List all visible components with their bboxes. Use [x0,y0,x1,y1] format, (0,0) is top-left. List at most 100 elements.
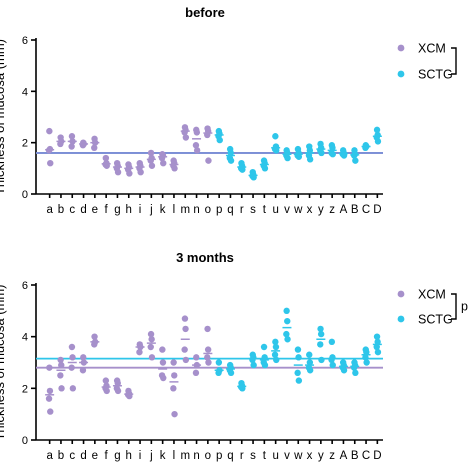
data-point-xcm [181,346,188,353]
x-tick-label: n [193,450,199,462]
data-point-xcm [57,140,64,148]
data-point-sctg [260,343,268,351]
data-point-xcm [102,377,110,384]
data-point-xcm [159,359,167,366]
x-tick-label: A [340,204,348,216]
x-tick-label: c [69,450,75,462]
x-tick-label: m [180,204,190,216]
x-tick-label: h [126,450,132,462]
x-tick-label: k [160,204,166,216]
x-tick-label: y [318,450,324,462]
x-tick-label: n [193,204,199,216]
data-point-xcm [204,325,211,333]
data-point-xcm [102,154,110,162]
data-point-sctg [215,359,223,366]
data-point-sctg [352,369,359,377]
x-tick-label: z [329,450,335,462]
data-point-xcm [68,143,75,150]
x-tick-label: y [318,204,324,216]
legend-marker-sctg [397,70,405,78]
data-point-sctg [318,149,325,157]
x-tick-label: w [293,204,303,216]
y-tick-label: 0 [22,189,28,201]
data-point-xcm [182,356,190,364]
data-point-sctg [328,356,335,364]
y-tick-label: 0 [22,435,28,447]
data-point-xcm [182,134,190,141]
y-tick-label: 2 [22,383,28,395]
y-tick-label: 6 [22,280,28,292]
data-point-sctg [295,354,302,361]
data-point-sctg [306,156,314,163]
data-point-xcm [57,356,64,364]
data-point-xcm [68,364,75,371]
x-tick-label: C [362,450,370,462]
x-tick-label: j [149,204,153,216]
data-point-sctg [318,356,325,364]
data-point-xcm [79,367,87,374]
data-point-sctg [373,343,380,351]
y-tick-label: 2 [22,138,28,150]
data-point-xcm [147,157,154,164]
data-point-xcm [68,343,76,351]
data-point-xcm [91,341,98,348]
y-axis-label: Thickness of mucosa (mm) [0,284,7,440]
x-tick-label: t [263,204,267,216]
x-tick-label: z [329,204,335,216]
panel-0: before Thickness of mucosa (mm) 0 2 4 6 a b c d e f… [0,5,457,216]
data-point-xcm [171,410,178,418]
data-point-xcm [80,354,87,361]
data-point-xcm [114,387,122,395]
data-point-xcm [91,333,98,340]
data-point-sctg [227,369,235,377]
data-point-sctg [362,144,369,151]
data-point-sctg [329,144,336,151]
data-point-sctg [306,359,314,366]
x-tick-label: a [46,204,53,216]
x-tick-label: x [307,204,313,216]
data-point-sctg [352,157,359,164]
data-point-xcm [148,336,155,343]
data-point-sctg [317,330,325,338]
data-point-sctg [261,354,268,361]
data-point-xcm [204,354,211,361]
data-point-sctg [340,367,348,374]
data-point-xcm [147,343,154,351]
legend-label-sctg: SCTG [418,68,453,82]
x-tick-label: g [114,204,120,216]
data-point-sctg [261,165,269,172]
data-point-sctg [306,147,314,154]
x-tick-label: s [250,450,256,462]
x-tick-label: p [216,450,222,462]
data-point-xcm [193,361,201,369]
data-point-xcm [160,374,167,382]
legend-label-xcm: XCM [418,42,446,56]
x-tick-label: k [160,450,166,462]
y-tick-label: 6 [22,35,28,47]
x-tick-label: h [126,204,132,216]
data-point-xcm [170,359,177,366]
data-point-xcm [159,346,166,353]
data-point-xcm [126,392,133,400]
data-point-sctg [340,152,348,159]
data-point-sctg [284,336,291,343]
data-point-sctg [350,152,358,159]
data-point-xcm [204,346,212,353]
x-tick-label: i [139,204,142,216]
x-tick-label: a [46,450,53,462]
data-point-xcm [170,385,177,392]
data-point-xcm [181,129,188,136]
data-point-xcm [45,395,53,402]
x-tick-label: q [227,204,233,216]
data-point-sctg [272,133,279,140]
x-tick-label: d [80,204,86,216]
data-point-sctg [295,377,303,384]
data-point-sctg [273,147,280,154]
data-point-sctg [216,136,223,144]
data-point-xcm [171,165,178,172]
x-tick-label: f [105,450,109,462]
chart-title: before [185,5,225,20]
x-tick-label: v [284,204,290,216]
x-tick-label: e [92,450,98,462]
data-point-sctg [306,367,314,374]
